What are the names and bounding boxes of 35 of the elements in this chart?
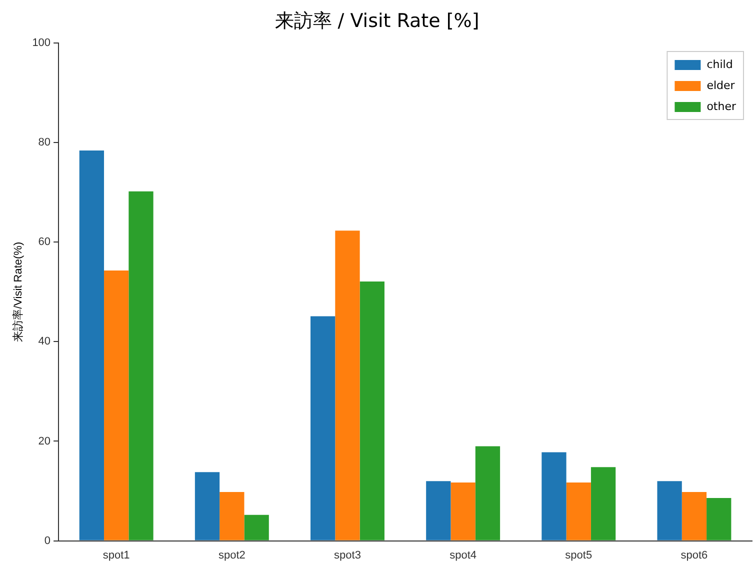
y-tick-label: 0 [44, 534, 51, 547]
bar [426, 481, 451, 540]
x-tick-label: spot5 [565, 549, 592, 562]
y-tick-label: 20 [38, 435, 51, 448]
bar [590, 467, 616, 540]
x-tick-label: spot1 [102, 549, 130, 562]
legend-label: other [706, 100, 736, 113]
bar [79, 150, 104, 540]
bar [657, 481, 682, 540]
bar [104, 270, 129, 540]
bar [475, 446, 500, 540]
x-tick-label: spot4 [450, 549, 477, 562]
bar [706, 498, 732, 540]
legend-label: elder [706, 78, 736, 92]
bar [128, 191, 154, 540]
bar [360, 281, 384, 540]
bar [220, 492, 244, 540]
x-tick-label: spot2 [218, 549, 246, 562]
y-tick-label: 80 [38, 136, 51, 149]
bar [310, 316, 336, 540]
x-tick-label: spot6 [680, 549, 708, 562]
bar [682, 492, 707, 540]
legend-label: child [706, 58, 733, 71]
bar [335, 230, 360, 540]
x-tick-label: spot3 [334, 549, 361, 562]
bar [450, 482, 476, 540]
y-tick-label: 100 [32, 37, 51, 50]
y-tick-label: 40 [38, 336, 51, 348]
bar [542, 452, 566, 540]
chart-title: 来訪率 / Visit Rate [%] [274, 9, 480, 34]
bar [566, 482, 591, 540]
bar [244, 514, 269, 540]
y-tick-label: 60 [38, 236, 51, 248]
y-axis-title: 来訪率/Visit Rate(%) [12, 242, 25, 342]
bar [194, 472, 220, 540]
